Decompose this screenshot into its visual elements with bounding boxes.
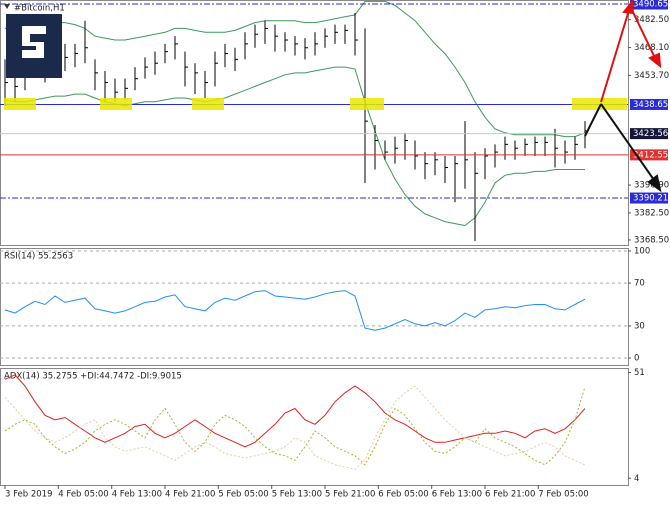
y-tick-label: 70	[634, 279, 645, 289]
y-tick-label: 0	[634, 354, 639, 364]
menu-triangle	[4, 4, 10, 9]
y-tick-label: 3382.50	[634, 208, 669, 218]
highlight	[350, 98, 384, 110]
highlight	[572, 98, 627, 110]
x-tick-label: 4 Feb 05:00	[58, 490, 108, 500]
level-label: 3438.65	[633, 100, 668, 110]
level-label: 3412.55	[633, 150, 668, 160]
x-tick-label: 6 Feb 13:00	[432, 490, 482, 500]
y-tick-label: 4	[634, 474, 639, 484]
level-label: 3423.56	[633, 129, 668, 139]
series-line	[4, 386, 586, 466]
price-frame	[0, 0, 629, 246]
red-arrows	[600, 0, 662, 103]
x-tick-label: 5 Feb 05:00	[218, 490, 268, 500]
y-tick-label: 3368.50	[634, 235, 669, 245]
highlight	[100, 98, 132, 110]
level-box	[630, 0, 668, 10]
x-tick-label: 5 Feb 13:00	[272, 490, 322, 500]
panel-title: RSI(14) 55.2563	[4, 252, 73, 262]
x-tick-label: 3 Feb 2019	[5, 490, 53, 500]
y-tick-label: 3396.90	[634, 181, 669, 191]
level-box	[630, 128, 668, 140]
highlight	[192, 98, 224, 110]
annotations	[4, 0, 662, 193]
y-tick-label: 100	[634, 246, 650, 256]
series-line	[4, 290, 586, 331]
y-tick-label: 51	[634, 368, 645, 378]
y-tick-label: 3468.10	[634, 43, 669, 53]
x-tick-label: 4 Feb 13:00	[112, 490, 162, 500]
x-tick-label: 6 Feb 05:00	[378, 490, 428, 500]
level-box	[630, 192, 668, 204]
x-tick-label: 5 Feb 21:00	[325, 490, 375, 500]
x-tick-label: 6 Feb 21:00	[485, 490, 535, 500]
panel-frames	[0, 0, 629, 486]
logo-mark	[22, 26, 46, 58]
y-tick-label: 3453.70	[634, 71, 669, 81]
bollinger-upper	[5, 0, 586, 138]
panel-title: ADX(14) 35.2755 +DI:44.7472 -DI:9.9015	[4, 372, 182, 382]
level-label: 3390.21	[633, 194, 668, 204]
x-tick-label: 4 Feb 21:00	[165, 490, 215, 500]
adx-frame	[0, 368, 629, 486]
level-label: 3490.65	[633, 0, 668, 9]
highlight	[4, 98, 36, 110]
rsi-frame	[0, 248, 629, 366]
y-tick-label: 30	[634, 321, 645, 331]
level-box	[630, 98, 668, 110]
x-tick-label: 7 Feb 05:00	[538, 490, 588, 500]
black-arrows	[584, 103, 662, 193]
panel-title: #Bitcoin,H1	[14, 4, 65, 14]
y-tick-label: 3482.50	[634, 15, 669, 25]
level-box	[630, 149, 668, 161]
series-line	[4, 374, 586, 448]
